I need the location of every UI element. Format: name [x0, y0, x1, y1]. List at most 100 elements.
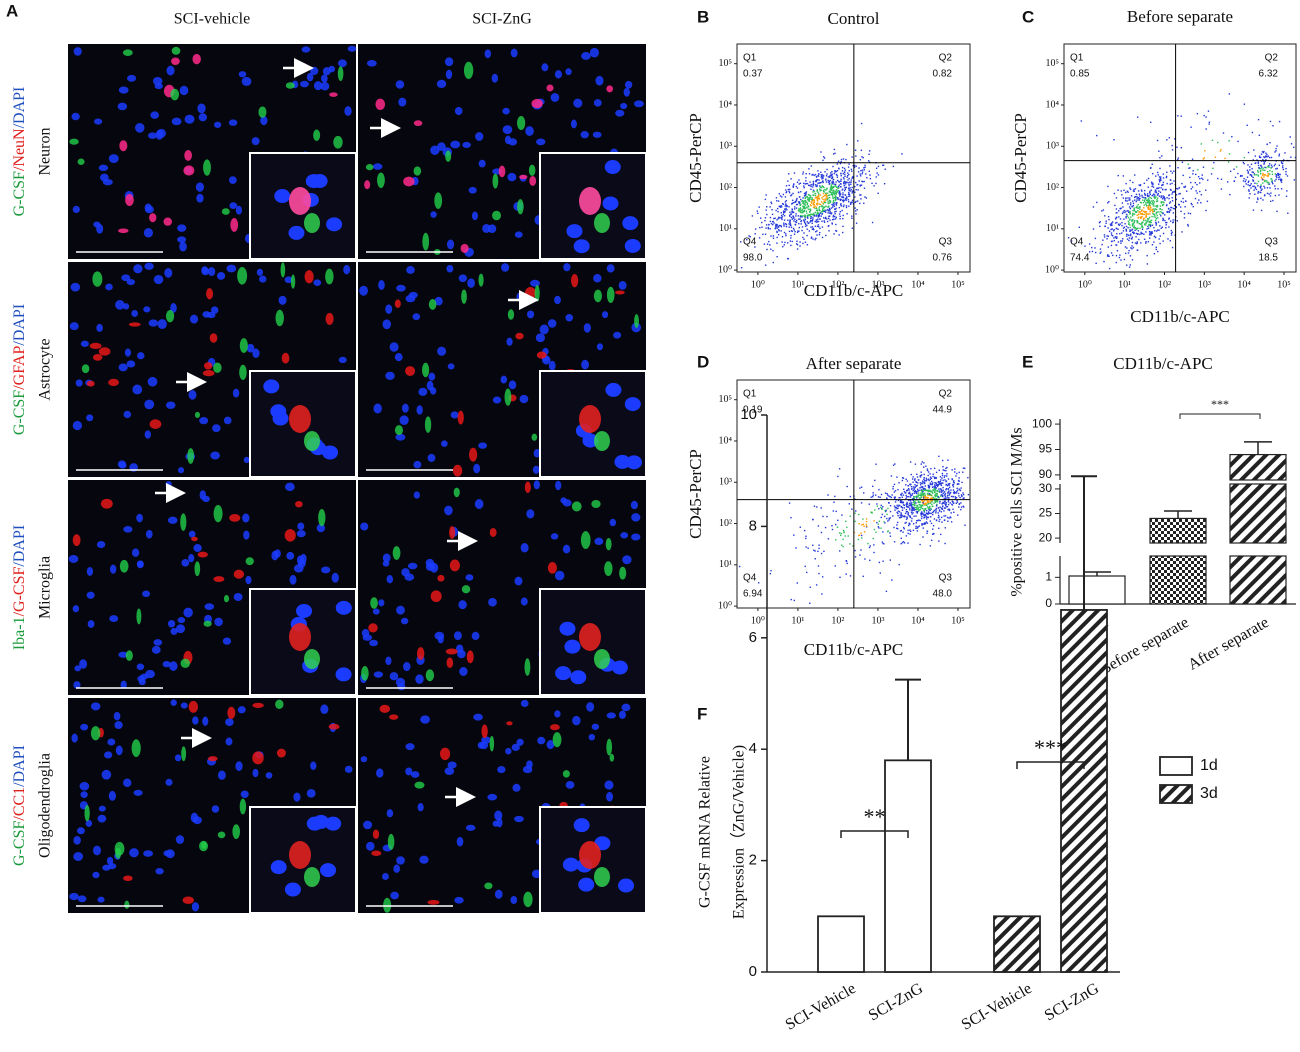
nucleus: [444, 57, 454, 67]
red-cell: [304, 270, 314, 284]
event-dot: [1157, 187, 1159, 190]
event-dot: [782, 193, 785, 196]
event-dot: [1115, 254, 1118, 257]
event-dot: [937, 483, 940, 486]
event-dot: [1141, 232, 1144, 235]
event-dot: [1268, 166, 1270, 169]
event-dot: [1261, 151, 1264, 153]
event-dot: [929, 502, 932, 504]
event-dot: [814, 558, 816, 560]
nucleus: [508, 380, 517, 390]
event-dot: [1280, 181, 1283, 183]
event-dot: [933, 488, 935, 490]
green-cell: [245, 557, 254, 566]
event-dot: [927, 501, 929, 504]
event-dot: [903, 507, 906, 509]
event-dot: [896, 507, 898, 510]
event-dot: [1268, 156, 1271, 159]
event-dot: [851, 227, 854, 229]
event-dot: [900, 505, 903, 508]
event-dot: [1151, 215, 1153, 218]
event-dot: [1139, 184, 1142, 186]
event-dot: [916, 520, 918, 522]
event-dot: [1144, 224, 1147, 226]
event-dot: [834, 211, 836, 213]
green-cell: [180, 513, 187, 531]
event-dot: [822, 159, 824, 162]
event-dot: [861, 156, 863, 158]
nucleus: [213, 121, 222, 128]
event-dot: [1169, 240, 1171, 242]
event-dot: [1128, 249, 1130, 252]
event-dot: [1136, 227, 1138, 230]
event-dot: [805, 177, 807, 179]
event-dot: [810, 237, 813, 239]
nucleus: [393, 864, 401, 873]
event-dot: [1143, 189, 1146, 192]
event-dot: [864, 166, 866, 169]
event-dot: [799, 211, 801, 213]
nucleus: [554, 70, 563, 79]
red-cell: [452, 464, 463, 477]
event-dot: [782, 245, 784, 248]
nucleus: [407, 562, 418, 570]
bar-segment: [1149, 555, 1207, 605]
event-dot: [907, 514, 909, 516]
event-dot: [917, 526, 919, 528]
nucleus: [512, 783, 521, 792]
event-dot: [924, 522, 926, 524]
event-dot: [772, 261, 774, 264]
event-dot: [1155, 222, 1158, 225]
event-dot: [807, 193, 810, 196]
event-dot: [1248, 180, 1250, 182]
event-dot: [776, 242, 778, 244]
event-dot: [828, 196, 831, 199]
event-dot: [788, 190, 790, 193]
event-dot: [811, 197, 813, 199]
event-dot: [902, 531, 904, 533]
event-dot: [1159, 167, 1161, 170]
event-dot: [1234, 176, 1237, 179]
event-dot: [924, 495, 926, 497]
event-dot: [1153, 196, 1156, 198]
event-dot: [827, 538, 830, 540]
event-dot: [1134, 229, 1136, 232]
event-dot: [833, 233, 835, 235]
event-dot: [819, 218, 821, 220]
event-dot: [1155, 200, 1158, 203]
event-dot: [1138, 193, 1141, 195]
event-dot: [1154, 197, 1156, 200]
inset-cell: [594, 213, 610, 233]
event-dot: [939, 500, 941, 503]
nucleus: [79, 781, 90, 791]
event-dot: [836, 202, 838, 204]
event-dot: [925, 465, 927, 467]
inset-nucleus: [624, 238, 641, 253]
event-dot: [854, 201, 856, 204]
event-dot: [1124, 223, 1126, 225]
event-dot: [808, 200, 811, 202]
green-cell: [517, 199, 524, 215]
event-dot: [913, 492, 916, 494]
green-cell: [180, 658, 191, 668]
event-dot: [860, 532, 862, 534]
event-dot: [790, 213, 792, 215]
event-dot: [1185, 200, 1187, 202]
event-dot: [946, 475, 948, 477]
event-dot: [834, 218, 837, 220]
inset-cell: [289, 841, 311, 869]
green-cell: [453, 487, 460, 498]
event-dot: [1116, 221, 1118, 224]
event-dot: [907, 512, 910, 514]
event-dot: [873, 544, 875, 546]
stain-label: G-CSF/NeuN/DAPI: [11, 87, 28, 217]
event-dot: [932, 489, 934, 491]
event-dot: [842, 194, 844, 196]
event-dot: [916, 526, 919, 529]
event-dot: [828, 207, 831, 210]
event-dot: [912, 486, 915, 488]
event-dot: [1148, 216, 1151, 219]
event-dot: [1145, 221, 1147, 224]
event-dot: [1126, 215, 1129, 217]
green-cell: [194, 411, 201, 418]
